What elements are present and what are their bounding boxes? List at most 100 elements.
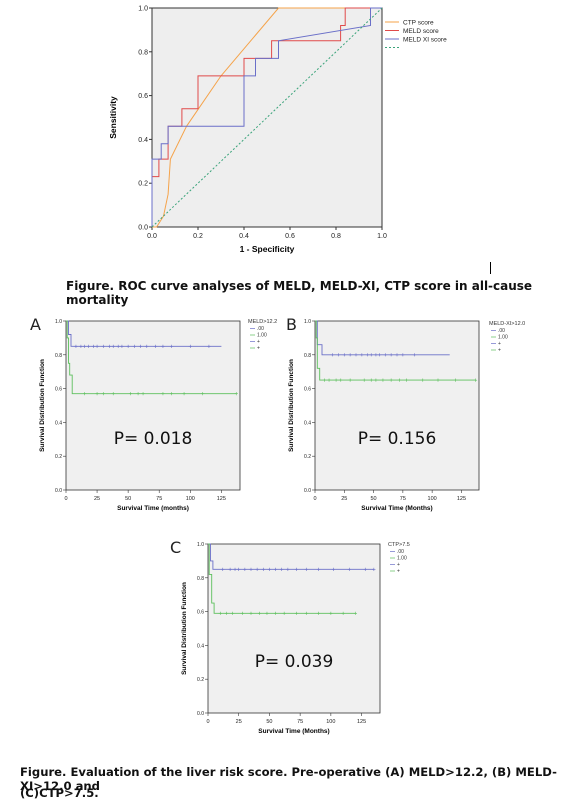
censor-mark <box>74 344 78 348</box>
censor-mark <box>436 378 440 382</box>
censor-mark <box>322 378 326 382</box>
censor-mark <box>107 344 112 348</box>
legend-label: MELD XI score <box>403 37 447 44</box>
censor-mark <box>273 611 278 615</box>
censor-mark <box>347 567 351 571</box>
y-tick-label: 0.0 <box>138 225 148 232</box>
x-tick-label: 0.4 <box>239 233 249 240</box>
y-tick-label: 0.2 <box>55 454 62 460</box>
censor-mark <box>101 392 105 396</box>
censor-mark <box>86 344 90 348</box>
censor-mark <box>161 392 165 396</box>
censor-mark <box>101 344 105 348</box>
censor-mark <box>316 611 321 615</box>
legend-label: + <box>397 569 400 575</box>
y-tick-label: 0.6 <box>197 610 204 616</box>
censor-mark <box>374 353 378 357</box>
y-axis-label: Survival Distribution Function <box>181 582 188 675</box>
censor-mark <box>401 353 405 357</box>
censor-mark <box>327 378 331 382</box>
censor-mark <box>453 378 458 382</box>
y-tick-label: 0.2 <box>197 677 204 683</box>
panel-letter: A <box>30 315 41 334</box>
legend-label: .00 <box>498 328 505 334</box>
roc-caption: Figure. ROC curve analyses of MELD, MELD… <box>66 279 533 307</box>
y-tick-label: 0.0 <box>55 488 62 494</box>
x-tick-label: 50 <box>371 496 377 502</box>
x-tick-label: 1.0 <box>377 233 387 240</box>
km-panel-c: C0.00.20.40.60.81.00 25 50 75 100 125Survival… <box>170 538 410 735</box>
censor-mark <box>372 567 376 571</box>
censor-mark <box>363 567 367 571</box>
censor-mark <box>273 567 278 571</box>
censor-mark <box>258 611 262 615</box>
censor-mark <box>339 378 343 382</box>
y-tick-label: 1.0 <box>138 6 148 13</box>
y-tick-label: 0.8 <box>197 576 204 582</box>
censor-mark <box>249 567 253 571</box>
censor-mark <box>240 611 244 615</box>
censor-mark <box>421 378 425 382</box>
censor-mark <box>243 567 247 571</box>
censor-mark <box>412 353 417 357</box>
censor-mark <box>145 344 149 348</box>
roc-chart: 0.0 0.2 0.4 0.6 0.8 1.0 0.0 0.2 0.4 0.6 0.8 1.0 1 - … <box>108 6 447 255</box>
legend-title: MELD-XI>12.0 <box>489 321 525 327</box>
censor-mark <box>83 392 87 396</box>
y-tick-label: 0.6 <box>138 93 148 100</box>
legend-title: MELD>12.2 <box>248 319 277 325</box>
p-value: P= 0.156 <box>358 429 437 449</box>
censor-mark <box>383 353 387 357</box>
x-tick-label: 25 <box>94 496 100 502</box>
p-value: P= 0.039 <box>255 652 334 672</box>
x-tick-label: 0 <box>313 496 316 502</box>
censor-mark <box>381 378 385 382</box>
censor-mark <box>329 611 333 615</box>
censor-mark <box>83 344 87 348</box>
censor-mark <box>129 392 133 396</box>
legend-label: + <box>498 341 501 347</box>
y-tick-label: 0.2 <box>304 454 311 460</box>
y-axis-label: Survival Distribution Function <box>39 359 46 452</box>
censor-mark <box>304 567 308 571</box>
censor-mark <box>404 378 408 382</box>
x-tick-label: 125 <box>457 496 466 502</box>
survival-curve-1g00 <box>66 320 237 395</box>
plot-area <box>314 320 480 491</box>
km-caption-line2: (C)CTP>7.5. <box>20 786 99 800</box>
censor-mark <box>126 344 130 348</box>
censor-mark <box>397 378 401 382</box>
x-tick-label: 50 <box>266 719 272 725</box>
censor-mark <box>342 353 346 357</box>
y-tick-label: 0.4 <box>197 643 204 649</box>
censor-mark <box>294 611 299 615</box>
censor-mark <box>188 344 192 348</box>
censor-mark <box>265 611 269 615</box>
censor-mark <box>353 611 358 615</box>
censor-mark <box>95 392 99 396</box>
censor-mark <box>170 392 174 396</box>
x-axis-label: Survival Time (Months) <box>361 505 432 512</box>
censor-mark <box>161 344 165 348</box>
censor-mark <box>395 353 399 357</box>
p-value: P= 0.018 <box>114 429 193 449</box>
censor-mark <box>286 567 290 571</box>
x-tick-label: 0.0 <box>147 233 157 240</box>
y-tick-label: 0.4 <box>138 137 148 144</box>
censor-mark <box>334 378 338 382</box>
legend-label: .00 <box>397 549 404 555</box>
censor-mark <box>374 378 378 382</box>
censor-mark <box>153 344 158 348</box>
censor-mark <box>282 611 286 615</box>
legend-label: + <box>397 562 400 568</box>
x-tick-label: 125 <box>217 496 226 502</box>
roc-series-line-1 <box>152 7 382 228</box>
legend-label: + <box>257 339 260 345</box>
legend-label: .00 <box>257 326 264 332</box>
censor-mark <box>336 353 341 357</box>
censor-mark <box>366 353 370 357</box>
censor-mark <box>79 344 83 348</box>
censor-mark <box>348 353 352 357</box>
censor-mark <box>111 392 115 396</box>
censor-mark <box>369 353 373 357</box>
